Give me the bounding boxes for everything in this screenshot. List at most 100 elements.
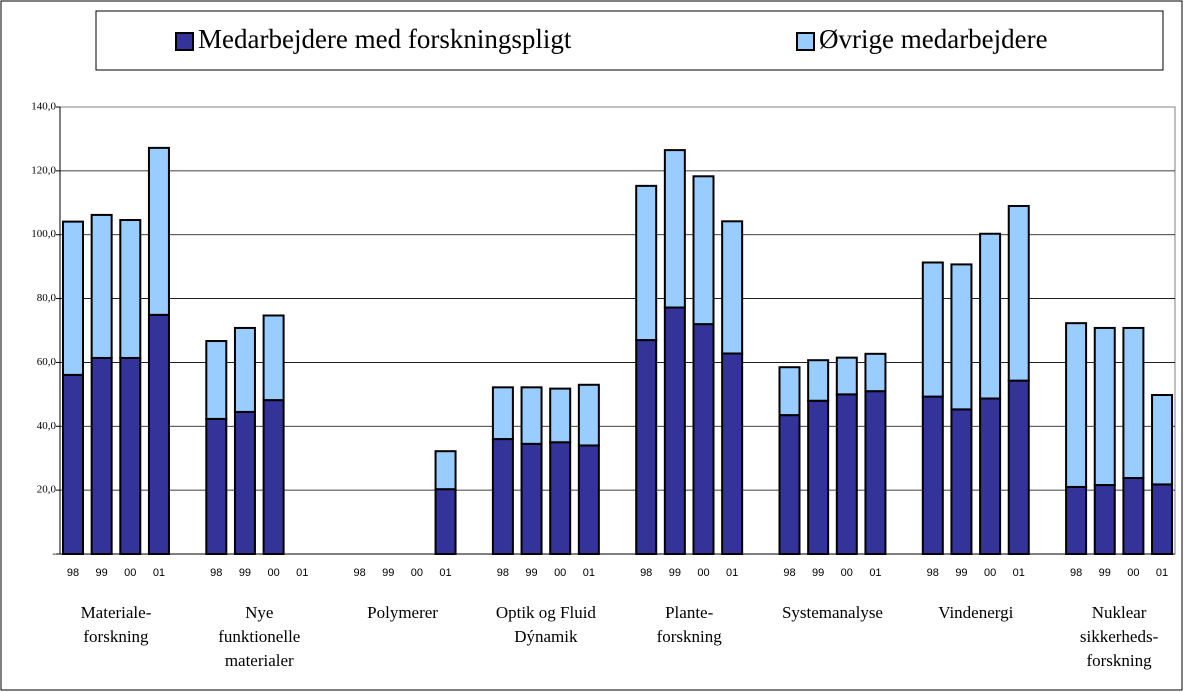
bar-segment: [835, 356, 858, 396]
group-label: sikkerheds-: [1080, 627, 1159, 646]
x-tick-label: 98: [640, 567, 652, 579]
bar-segment: [520, 442, 543, 556]
x-tick-label: 99: [1099, 567, 1111, 579]
bar-segment: [62, 373, 84, 555]
y-tick-label: 20,0: [37, 484, 57, 496]
x-tick-label: 01: [153, 567, 165, 579]
x-tick-label: 98: [67, 567, 79, 579]
bar-segment: [807, 399, 830, 555]
bar-segment: [950, 408, 973, 556]
group-label: Polymerer: [367, 603, 438, 622]
x-tick-label: 00: [1127, 567, 1139, 579]
bar-segment: [663, 149, 686, 309]
bar-segment: [549, 387, 572, 444]
y-tick-label: 80,0: [37, 292, 57, 304]
y-tick-label: 140,0: [31, 101, 56, 113]
bar-segment: [1122, 326, 1145, 480]
y-tick-label: 100,0: [31, 228, 56, 240]
x-tick-label: 00: [984, 567, 996, 579]
group-label: forskning: [1086, 651, 1152, 670]
x-tick-label: 99: [812, 567, 824, 579]
bar-segment: [90, 356, 113, 555]
legend-label: Medarbejdere med forskningspligt: [198, 24, 572, 54]
bar-segment: [1065, 322, 1088, 488]
x-tick-label: 98: [353, 567, 365, 579]
bar-segment: [205, 340, 228, 420]
bar-segment: [1093, 484, 1116, 555]
bar-segment: [520, 386, 543, 445]
legend-swatch: [796, 32, 815, 51]
x-tick-label: 01: [583, 567, 595, 579]
group-label: Materiale-: [81, 603, 152, 622]
bar-segment: [864, 390, 887, 555]
x-tick-label: 01: [869, 567, 881, 579]
bar-segment: [147, 313, 170, 556]
bar-segment: [205, 417, 228, 555]
x-tick-label: 01: [1156, 567, 1168, 579]
bar-segment: [262, 399, 285, 555]
bar-segment: [778, 366, 801, 417]
legend-swatch: [175, 32, 194, 51]
bar-segment: [921, 261, 944, 398]
bar-segment: [577, 444, 600, 556]
bar-segment: [807, 359, 830, 402]
group-label: Vindenergi: [938, 603, 1013, 622]
bar-segment: [721, 352, 744, 556]
bar-segment: [921, 395, 944, 555]
bar-segment: [778, 414, 801, 555]
bar-segment: [635, 184, 658, 342]
bar-segment: [233, 326, 256, 413]
group-label: funktionelle: [218, 627, 300, 646]
x-tick-label: 98: [210, 567, 222, 579]
x-tick-label: 01: [296, 567, 308, 579]
bar-segment: [147, 146, 170, 316]
y-tick-label: 120,0: [31, 164, 56, 176]
bar-segment: [90, 213, 113, 359]
x-tick-label: 01: [726, 567, 738, 579]
x-tick-label: 01: [1013, 567, 1025, 579]
group-label: materialer: [225, 651, 294, 670]
bar-segment: [1007, 379, 1030, 556]
bar-segment: [1007, 204, 1030, 382]
x-tick-label: 99: [525, 567, 537, 579]
bar-segment: [233, 410, 256, 555]
bar-segment: [491, 438, 514, 555]
x-tick-label: 98: [497, 567, 509, 579]
x-tick-label: 99: [955, 567, 967, 579]
bar-segment: [692, 323, 715, 555]
bar-segment: [262, 314, 285, 402]
y-tick-label: -: [52, 548, 56, 560]
y-tick-label: 60,0: [37, 356, 57, 368]
bar-segment: [1093, 326, 1116, 487]
legend-box: [95, 10, 1164, 71]
x-tick-label: 98: [927, 567, 939, 579]
bar-segment: [549, 441, 572, 555]
bar-segment: [979, 397, 1002, 555]
bar-segment: [979, 232, 1002, 400]
bar-segment: [950, 263, 973, 411]
bar-segment: [1151, 393, 1174, 486]
bar-segment: [434, 488, 457, 555]
bar-segment: [577, 383, 600, 447]
bar-segment: [491, 386, 514, 441]
bar-segment: [434, 450, 457, 491]
bar-segment: [1065, 485, 1088, 556]
bar-segment: [864, 352, 887, 393]
x-tick-label: 00: [697, 567, 709, 579]
group-label: Systemanalyse: [782, 603, 883, 622]
group-label: Optik og Fluid: [496, 603, 597, 622]
x-tick-label: 00: [554, 567, 566, 579]
x-tick-label: 00: [124, 567, 136, 579]
x-tick-label: 99: [239, 567, 251, 579]
bar-segment: [663, 306, 686, 555]
x-tick-label: 98: [783, 567, 795, 579]
bar-segment: [119, 356, 142, 555]
x-tick-label: 00: [267, 567, 279, 579]
bar-segment: [635, 339, 658, 556]
bar-segment: [692, 175, 715, 326]
bar-segment: [62, 220, 84, 376]
group-label: Plante-: [665, 603, 713, 622]
x-tick-label: 00: [841, 567, 853, 579]
x-tick-label: 01: [439, 567, 451, 579]
